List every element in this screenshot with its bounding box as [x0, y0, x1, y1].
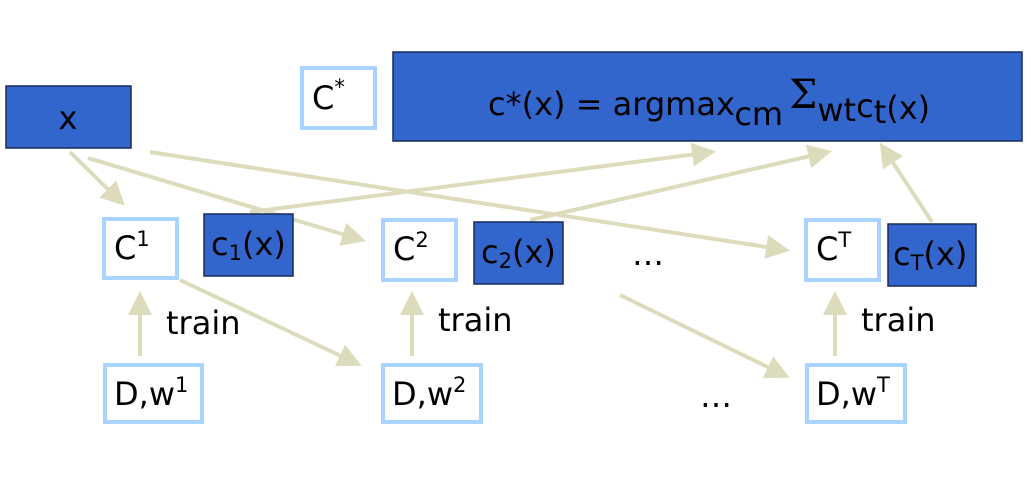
text-part: 2 [499, 249, 512, 273]
arrow [879, 142, 934, 224]
c1x-box [203, 213, 294, 277]
cTx-label: cT(x) [893, 235, 967, 275]
text-part: 2 [453, 373, 466, 397]
text-part: T [910, 251, 924, 275]
c2-box [381, 218, 458, 282]
text-part: (x) [923, 235, 967, 273]
arrow [529, 144, 832, 222]
text-part: D,w [816, 375, 877, 413]
text-part: c [481, 233, 499, 271]
dw2-label: D,w2 [392, 373, 466, 413]
c2-label: C2 [393, 228, 429, 268]
text-part: C [312, 79, 334, 117]
text-part: cm [734, 95, 783, 133]
text-part: 2 [415, 228, 428, 252]
train-label: train [438, 301, 512, 339]
c2x-label: c2(x) [481, 233, 556, 273]
c1-box [102, 217, 179, 280]
arrow [619, 293, 790, 379]
text-part: c*(x) = argmax [488, 85, 734, 123]
arrow [249, 142, 716, 214]
dw1-box [103, 363, 204, 424]
text-part: (x) [886, 89, 930, 127]
text-part: (x) [512, 233, 556, 271]
arrow [68, 150, 125, 206]
arrow [87, 156, 366, 246]
c2x-box [473, 221, 564, 285]
text-part: T [876, 373, 890, 397]
text-part: 1 [229, 241, 242, 265]
arrow [179, 278, 362, 367]
arrows [68, 142, 934, 379]
text-part: C [816, 230, 838, 268]
train-label: train [166, 304, 240, 342]
text-part: * [334, 75, 345, 99]
dw1-label: D,w1 [114, 373, 188, 413]
text-part: 1 [175, 373, 188, 397]
text-part: 1 [136, 227, 149, 251]
cTx-box [887, 223, 977, 287]
dwT-label: D,wT [816, 373, 890, 413]
text-part: c [856, 87, 874, 125]
train-label: train [861, 301, 935, 339]
text-part: D,w [392, 375, 453, 413]
formula-box [392, 51, 1023, 142]
cT-box [804, 218, 881, 282]
text-part: c [211, 225, 229, 263]
arrow [149, 150, 790, 259]
formula: c*(x) = argmaxcm Σwtct(x) [488, 72, 930, 133]
text-part: c [893, 235, 911, 273]
c-star-label: C* [312, 75, 345, 117]
text-part: (x) [242, 225, 286, 263]
x-box [5, 85, 132, 149]
text-part: Σ [789, 72, 817, 118]
text-part: wt [817, 91, 856, 129]
text-part: D,w [114, 375, 175, 413]
cT-label: CT [816, 228, 851, 268]
c-star-box [300, 66, 377, 130]
dwT-box [805, 363, 907, 424]
text-part: t [874, 93, 887, 131]
ellipsis: … [632, 235, 664, 273]
ellipsis: … [700, 377, 732, 415]
text-part: C [114, 229, 136, 267]
c1-label: C1 [114, 227, 150, 267]
dw2-box [381, 363, 483, 424]
x-label: x [59, 99, 78, 137]
text-part: C [393, 230, 415, 268]
text-part: T [837, 228, 851, 252]
c1x-label: c1(x) [211, 225, 286, 265]
